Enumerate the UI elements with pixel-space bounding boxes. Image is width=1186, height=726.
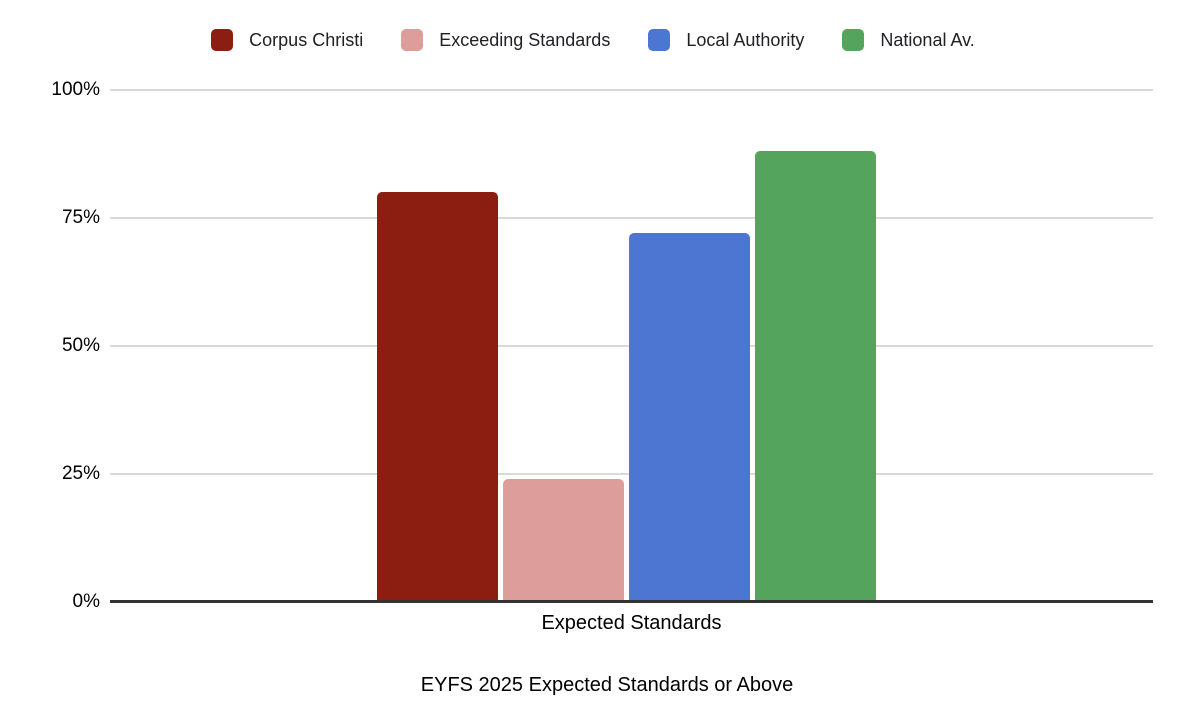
y-axis-tick-label: 75%: [61, 207, 100, 228]
x-axis-line: [110, 600, 1153, 603]
legend-swatch-icon: [842, 29, 865, 51]
bar-local-authority[interactable]: [629, 233, 750, 602]
chart-title: EYFS 2025 Expected Standards or Above: [420, 674, 794, 696]
y-axis-tick-label: 100%: [51, 79, 100, 100]
legend-swatch-icon: [401, 29, 424, 51]
legend-item-local-authority[interactable]: Local Authority: [648, 29, 804, 51]
legend-label: Local Authority: [686, 29, 805, 50]
legend-label: Corpus Christi: [249, 29, 364, 50]
legend-item-corpus-christi[interactable]: Corpus Christi: [211, 29, 363, 51]
bar-national-av[interactable]: [755, 151, 876, 602]
legend-swatch-icon: [648, 29, 671, 51]
legend-label: National Av.: [880, 29, 975, 50]
y-axis-tick-label: 0%: [72, 591, 100, 612]
gridline-75: [110, 217, 1153, 219]
legend-label: Exceeding Standards: [439, 29, 611, 50]
plot-area: [110, 89, 1153, 603]
chart-legend: Corpus Christi Exceeding Standards Local A…: [0, 29, 1186, 51]
legend-swatch-icon: [211, 29, 234, 51]
bar-exceeding-standards[interactable]: [503, 479, 624, 602]
gridline-100: [110, 89, 1153, 91]
legend-item-exceeding-standards[interactable]: Exceeding Standards: [401, 29, 610, 51]
bar-corpus-christi[interactable]: [377, 192, 498, 602]
y-axis-tick-label: 50%: [61, 335, 100, 356]
legend-item-national-av[interactable]: National Av.: [842, 29, 975, 51]
x-axis-category-label: Expected Standards: [541, 612, 722, 634]
y-axis-tick-label: 25%: [61, 463, 100, 484]
